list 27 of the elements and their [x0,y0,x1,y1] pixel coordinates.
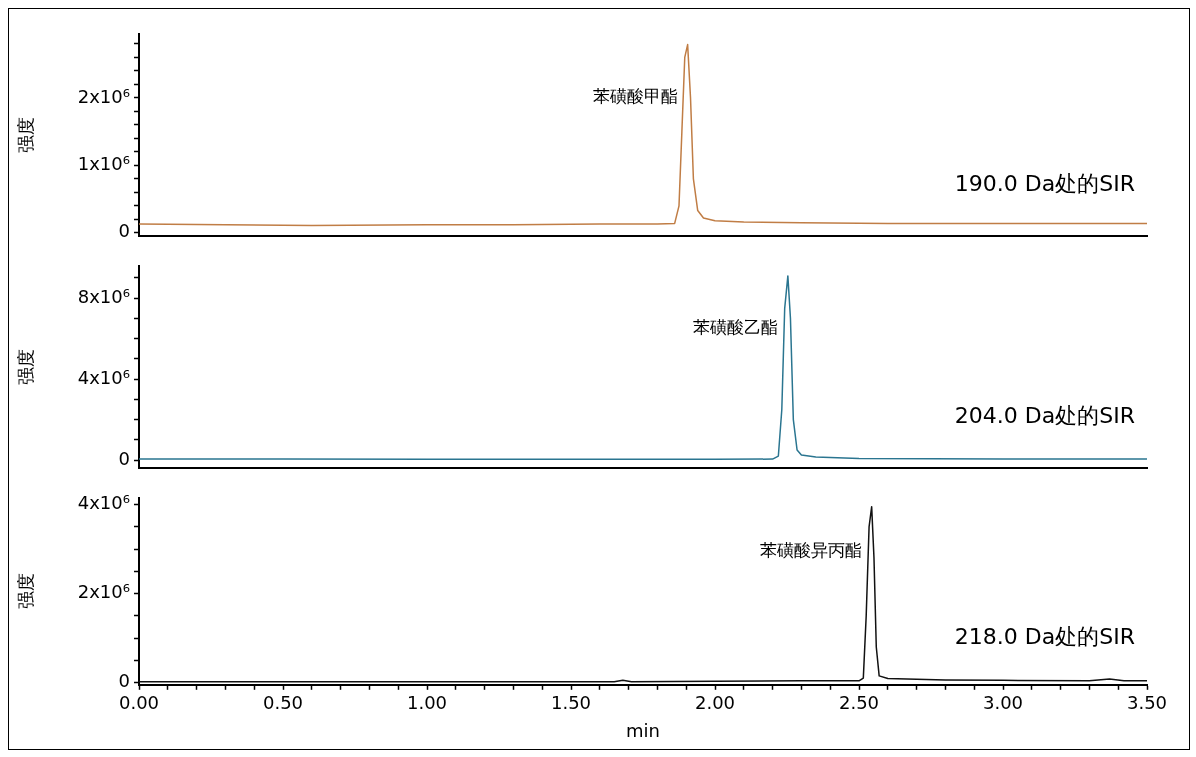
x-tick-label: 3.00 [982,692,1024,714]
annotation: 204.0 Da处的SIR [954,403,1135,429]
annotation: 190.0 Da处的SIR [954,171,1135,197]
x-tick-label: 1.50 [550,692,592,714]
y-tick-label: 0 [118,220,130,242]
annotation: 苯磺酸甲酯 [592,86,678,107]
annotation: 218.0 Da处的SIR [954,623,1135,649]
x-tick-label: 2.50 [838,692,880,714]
y-tick-label: 1x10⁶ [77,153,130,175]
y-axis-title: 强度 [15,117,37,153]
y-tick-label: 4x10⁶ [77,492,130,514]
x-tick-label: 2.00 [694,692,736,714]
y-tick-label: 0 [118,447,130,469]
y-tick-label: 4x10⁶ [77,366,130,388]
y-tick-label: 2x10⁶ [77,581,130,603]
annotation: 苯磺酸乙酯 [692,316,778,337]
x-tick-label: 0.00 [118,692,160,714]
x-axis-title: min [626,719,660,741]
y-axis-title: 强度 [15,573,37,610]
y-axis-title: 强度 [15,349,37,385]
x-tick-label: 3.50 [1126,692,1168,714]
y-tick-label: 2x10⁶ [77,85,130,107]
y-tick-label: 8x10⁶ [77,285,130,307]
x-tick-label: 1.00 [406,692,448,714]
annotation: 苯磺酸异丙酯 [759,539,862,560]
x-tick-label: 0.50 [262,692,304,714]
y-tick-label: 0 [118,670,130,692]
